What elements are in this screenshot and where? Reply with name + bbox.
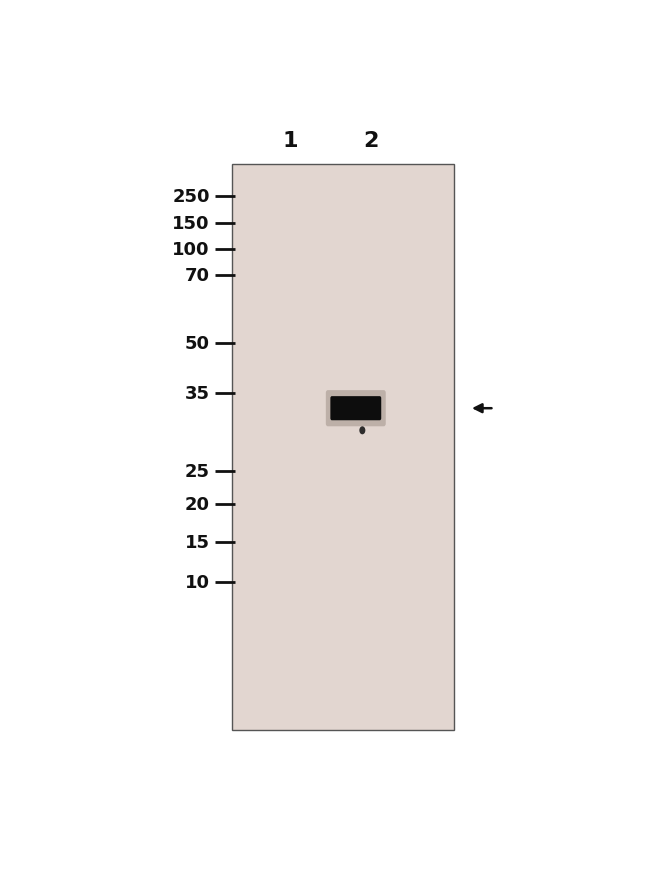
Text: 250: 250: [172, 188, 210, 206]
FancyBboxPatch shape: [330, 396, 382, 421]
Text: 1: 1: [283, 131, 298, 151]
Text: 50: 50: [185, 335, 210, 353]
Circle shape: [359, 427, 365, 434]
Text: 150: 150: [172, 215, 210, 232]
Text: 10: 10: [185, 574, 210, 592]
Text: 20: 20: [185, 495, 210, 514]
Text: 15: 15: [185, 534, 210, 552]
Text: 100: 100: [172, 242, 210, 259]
Text: 35: 35: [185, 384, 210, 402]
Text: 25: 25: [185, 462, 210, 480]
FancyBboxPatch shape: [326, 391, 385, 427]
Text: 2: 2: [363, 131, 378, 151]
Bar: [233, 164, 454, 730]
Text: 70: 70: [185, 267, 210, 284]
